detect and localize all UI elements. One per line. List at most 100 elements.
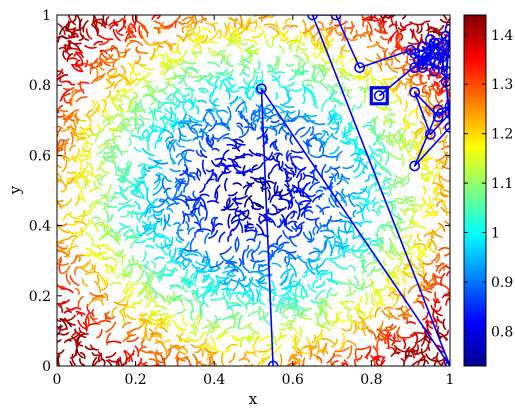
contour-squiggle bbox=[320, 297, 327, 308]
contour-squiggle bbox=[114, 89, 124, 100]
contour-squiggle bbox=[408, 206, 416, 211]
contour-squiggle bbox=[168, 141, 176, 152]
contour-squiggle bbox=[175, 237, 183, 244]
contour-squiggle bbox=[178, 127, 182, 143]
contour-squiggle bbox=[422, 311, 429, 321]
contour-squiggle bbox=[302, 94, 306, 105]
contour-squiggle bbox=[253, 240, 261, 253]
contour-squiggle bbox=[127, 203, 136, 208]
contour-squiggle bbox=[382, 258, 388, 267]
contour-squiggle bbox=[212, 98, 219, 107]
contour-squiggle bbox=[285, 214, 290, 226]
contour-squiggle bbox=[400, 22, 413, 33]
contour-squiggle bbox=[284, 63, 295, 67]
contour-squiggle bbox=[194, 129, 199, 140]
contour-squiggle bbox=[319, 142, 326, 152]
path-point bbox=[330, 15, 342, 21]
contour-squiggle bbox=[229, 269, 239, 273]
contour-squiggle bbox=[337, 54, 346, 59]
colorbar-ticks: 0.80.911.11.21.31.4 bbox=[464, 28, 513, 340]
contour-squiggle bbox=[302, 172, 306, 180]
contour-squiggle bbox=[184, 356, 192, 366]
contour-squiggle bbox=[201, 286, 210, 296]
contour-squiggle bbox=[435, 262, 443, 267]
contour-squiggle bbox=[106, 340, 122, 344]
contour-squiggle bbox=[155, 243, 164, 249]
contour-squiggle bbox=[316, 340, 320, 355]
contour-squiggle bbox=[62, 36, 72, 40]
contour-squiggle bbox=[268, 245, 280, 251]
contour-squiggle bbox=[393, 52, 401, 63]
contour-squiggle bbox=[308, 181, 320, 191]
contour-squiggle bbox=[258, 346, 273, 353]
colorbar-tick-label: 1 bbox=[491, 226, 500, 242]
contour-squiggle bbox=[361, 15, 376, 21]
contour-squiggle bbox=[79, 155, 93, 162]
contour-squiggle bbox=[187, 122, 196, 134]
contour-squiggle bbox=[165, 91, 179, 101]
contour-squiggle bbox=[104, 247, 117, 256]
contour-squiggle bbox=[98, 38, 111, 46]
contour-squiggle bbox=[351, 248, 361, 253]
contour-squiggle bbox=[200, 331, 207, 340]
contour-squiggle bbox=[284, 283, 292, 290]
contour-squiggle bbox=[98, 233, 110, 241]
contour-squiggle bbox=[210, 296, 226, 301]
contour-squiggle bbox=[365, 153, 373, 164]
contour-squiggle bbox=[153, 160, 169, 165]
contour-squiggle bbox=[65, 21, 72, 29]
contour-squiggle bbox=[335, 54, 345, 65]
contour-squiggle bbox=[278, 45, 285, 55]
contour-squiggle bbox=[79, 150, 85, 158]
contour-squiggle bbox=[176, 44, 181, 55]
contour-squiggle bbox=[78, 34, 84, 42]
contour-squiggle bbox=[222, 149, 230, 159]
contour-squiggle bbox=[57, 145, 63, 149]
contour-squiggle bbox=[277, 334, 287, 341]
contour-squiggle bbox=[387, 308, 391, 321]
contour-squiggle bbox=[403, 143, 413, 150]
contour-squiggle bbox=[138, 135, 149, 139]
contour-squiggle bbox=[399, 208, 409, 212]
contour-squiggle bbox=[273, 181, 277, 197]
contour-squiggle bbox=[174, 259, 185, 264]
contour-squiggle bbox=[199, 128, 208, 134]
contour-squiggle bbox=[122, 87, 127, 96]
contour-squiggle bbox=[266, 67, 277, 73]
contour-squiggle bbox=[70, 129, 85, 135]
contour-squiggle bbox=[425, 353, 435, 362]
contour-squiggle bbox=[427, 96, 435, 107]
contour-squiggle bbox=[301, 115, 312, 121]
contour-squiggle bbox=[366, 325, 373, 334]
contour-squiggle bbox=[159, 21, 165, 34]
x-axis-ticks: 0 0.2 0.4 0.6 0.8 1 bbox=[53, 15, 454, 388]
contour-squiggle bbox=[108, 22, 118, 27]
contour-squiggle bbox=[377, 148, 388, 154]
contour-squiggle bbox=[300, 126, 312, 138]
contour-squiggle bbox=[194, 36, 206, 41]
contour-squiggle bbox=[145, 220, 152, 233]
contour-squiggle bbox=[172, 88, 180, 100]
contour-squiggle bbox=[281, 281, 293, 290]
contour-squiggle bbox=[223, 206, 236, 211]
contour-squiggle bbox=[74, 171, 79, 184]
contour-squiggle bbox=[392, 80, 402, 93]
contour-squiggle bbox=[444, 251, 450, 257]
contour-squiggle bbox=[409, 258, 419, 270]
contour-squiggle bbox=[125, 281, 131, 290]
contour-squiggle bbox=[131, 134, 142, 142]
contour-squiggle bbox=[135, 181, 146, 190]
contour-squiggle bbox=[433, 187, 438, 196]
contour-squiggle bbox=[440, 206, 450, 214]
contour-squiggle bbox=[140, 98, 146, 114]
contour-squiggle bbox=[290, 149, 305, 154]
contour-squiggle bbox=[334, 240, 345, 250]
contour-squiggle bbox=[323, 237, 330, 248]
contour-squiggle bbox=[372, 162, 377, 171]
contour-squiggle bbox=[258, 305, 262, 321]
contour-squiggle bbox=[284, 256, 288, 264]
contour-squiggle bbox=[172, 184, 178, 199]
contour-squiggle bbox=[281, 126, 293, 137]
contour-squiggle bbox=[167, 344, 180, 352]
contour-squiggle bbox=[288, 42, 293, 52]
